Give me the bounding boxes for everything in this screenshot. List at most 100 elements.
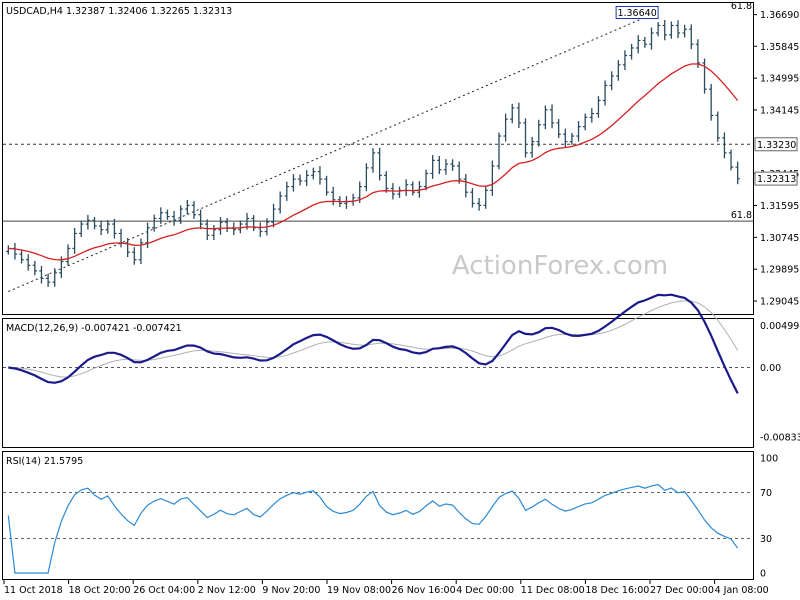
price-bar — [364, 163, 369, 192]
price-bar — [622, 50, 628, 70]
price-plot: 61.8 61.8 1.36640 1.33230 1.32313 — [3, 1, 798, 292]
price-bar — [708, 83, 714, 121]
price-bar — [151, 214, 157, 232]
price-bar — [218, 217, 223, 235]
price-bar — [655, 22, 661, 37]
price-bar — [582, 113, 588, 131]
time-tick-label: 4 Dec 00:00 — [456, 585, 514, 596]
price-bar — [556, 119, 561, 138]
price-bar — [443, 159, 449, 175]
price-bar — [695, 39, 701, 68]
price-bar — [185, 199, 190, 215]
price-bar — [523, 118, 528, 158]
price-bar — [191, 201, 197, 219]
price-bar — [251, 215, 256, 232]
time-axis: 11 Oct 2018 18 Oct 20:00 26 Oct 04:00 2 Nov… — [3, 580, 769, 596]
rsi-tick-label: 70 — [760, 488, 772, 499]
price-bar — [483, 186, 488, 209]
price-bar — [616, 60, 621, 81]
macd-plot: 0.004998 0.00 -0.00833 — [3, 293, 800, 444]
price-bar — [529, 136, 535, 158]
price-bar — [125, 237, 130, 258]
rsi-title: RSI(14) 21.5795 — [6, 456, 83, 467]
price-bar — [476, 198, 482, 211]
price-bar — [158, 207, 164, 224]
price-bar — [563, 128, 568, 148]
price-bar — [39, 265, 44, 284]
price-bar — [205, 219, 210, 241]
price-bar — [689, 24, 694, 50]
price-bar — [271, 203, 276, 228]
price-bar — [79, 220, 84, 237]
moving-average-line — [8, 63, 739, 261]
price-bar — [735, 161, 740, 185]
price-bar — [463, 173, 469, 198]
price-bar — [105, 220, 110, 234]
price-bar — [503, 113, 508, 142]
rsi-plot: 100 70 30 0 — [3, 454, 778, 580]
resistance-level-text: 1.33230 — [757, 140, 796, 151]
price-tick-label: 1.29895 — [760, 265, 799, 276]
price-bar — [450, 159, 455, 171]
price-tick-label: 1.34995 — [760, 74, 799, 85]
price-bar — [92, 216, 97, 230]
price-bar — [596, 96, 601, 118]
price-bar — [377, 147, 382, 181]
price-bar — [642, 36, 648, 48]
price-axis: 1.366901.358451.349951.341451.324451.315… — [753, 10, 799, 308]
price-bar — [516, 102, 522, 129]
fib-label-top: 61.8 — [731, 1, 752, 12]
macd-line — [8, 293, 739, 394]
high-price-label: 1.36640 — [615, 5, 659, 19]
price-bar — [384, 171, 389, 193]
price-bar — [85, 214, 91, 230]
price-bar — [304, 170, 309, 187]
price-bar — [437, 156, 442, 175]
high-price-text: 1.36640 — [617, 8, 656, 19]
price-bar — [98, 220, 104, 236]
price-tick-label: 1.35845 — [760, 42, 799, 53]
macd-tick-label: 0.004998 — [760, 321, 800, 332]
price-bar — [26, 254, 31, 271]
price-bar — [317, 166, 323, 185]
price-bar — [165, 209, 170, 220]
watermark: ActionForex.com — [452, 251, 668, 281]
price-bar — [722, 132, 727, 159]
price-bar — [72, 228, 77, 254]
price-bar — [331, 186, 336, 206]
price-bar — [410, 181, 415, 196]
price-bar — [311, 167, 316, 180]
price-tick-label: 1.31595 — [760, 201, 799, 212]
rsi-tick-label: 30 — [760, 534, 772, 545]
time-tick-label: 26 Oct 04:00 — [133, 585, 195, 596]
price-bar — [636, 35, 641, 54]
price-bar — [609, 71, 614, 91]
price-bar — [702, 58, 707, 94]
price-bar — [662, 20, 667, 41]
trendline — [8, 14, 652, 292]
price-bar — [715, 111, 720, 142]
price-bar — [549, 104, 555, 129]
price-bar — [297, 174, 303, 186]
price-bar — [536, 119, 541, 147]
chart-title: USDCAD,H4 1.32387 1.32406 1.32265 1.3231… — [6, 6, 232, 17]
price-tick-label: 1.30745 — [760, 233, 799, 244]
price-bar — [682, 24, 687, 38]
time-tick-label: 26 Nov 16:00 — [392, 585, 456, 596]
price-bar — [430, 155, 435, 179]
last-price-label: 1.32313 — [754, 171, 798, 186]
macd-title: MACD(12,26,9) -0.007421 -0.007421 — [6, 323, 182, 334]
fib-label-bottom: 61.8 — [731, 210, 752, 221]
price-bar — [589, 108, 595, 123]
price-bar — [198, 209, 203, 230]
price-bar — [19, 250, 24, 264]
price-bar — [417, 181, 422, 198]
rsi-tick-label: 0 — [760, 569, 766, 580]
price-bar — [112, 218, 117, 239]
price-tick-label: 1.29045 — [760, 297, 799, 308]
price-bar — [456, 161, 462, 184]
resistance-level-label: 1.33230 — [754, 137, 798, 152]
rsi-tick-label: 100 — [760, 454, 778, 465]
price-bar — [65, 244, 71, 266]
